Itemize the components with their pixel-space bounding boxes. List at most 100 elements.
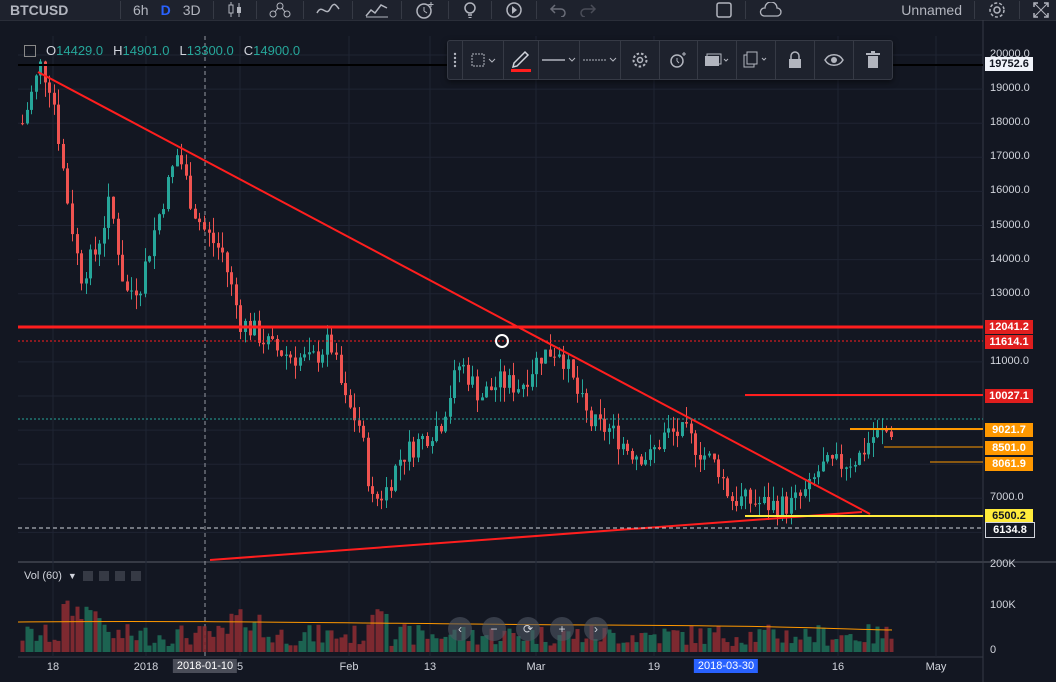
volume-bar — [621, 642, 626, 652]
volume-bar — [211, 636, 216, 652]
price-chart[interactable] — [0, 20, 1056, 682]
collapse-legend-icon[interactable] — [24, 44, 36, 57]
alert-icon[interactable] — [660, 41, 698, 79]
time-tick-label: 5 — [236, 661, 244, 673]
price-tick-label: 19000.0 — [990, 82, 1030, 95]
volume-bar — [511, 633, 516, 652]
uptrend-line — [209, 511, 863, 561]
time-tick-label: 18 — [46, 661, 60, 673]
candle-body — [581, 393, 584, 395]
volume-bar — [29, 628, 34, 652]
line-style-icon[interactable] — [539, 41, 579, 79]
template-icon[interactable] — [698, 41, 736, 79]
settings-gear-icon[interactable] — [981, 0, 1013, 20]
close-mini-icon[interactable] — [130, 571, 141, 581]
reset-icon[interactable]: ⟳ — [516, 617, 540, 641]
interval-3d[interactable]: 3D — [182, 2, 201, 18]
trash-icon[interactable] — [854, 41, 892, 79]
pencil-icon[interactable] — [504, 41, 538, 79]
candle-body — [512, 375, 515, 393]
toolbar-divider — [120, 1, 121, 19]
volume-bar — [825, 645, 830, 652]
price-tick-label: 18000.0 — [990, 116, 1030, 129]
chevron-left-icon[interactable]: ‹ — [448, 617, 472, 641]
candle-body — [198, 218, 201, 223]
volume-bar — [566, 631, 571, 652]
settings-mini-icon[interactable] — [98, 571, 109, 581]
layout-name[interactable]: Unnamed — [901, 2, 962, 18]
candle-body — [863, 452, 866, 455]
volume-bar — [666, 631, 671, 652]
eye-mini-icon[interactable] — [82, 571, 93, 581]
lock-icon[interactable] — [776, 41, 814, 79]
candle-body — [144, 261, 147, 294]
volume-bar — [793, 636, 798, 652]
candle-body — [781, 496, 784, 517]
candle-body — [690, 423, 693, 434]
zoom-out-icon[interactable]: − — [482, 617, 506, 641]
volume-bar — [493, 644, 498, 652]
volume-bar — [707, 628, 712, 652]
volume-bar — [584, 638, 589, 652]
chevron-down-icon[interactable]: ▼ — [67, 571, 77, 581]
volume-bar — [725, 642, 730, 652]
candle-body — [699, 454, 702, 460]
volume-bar — [730, 645, 735, 652]
volume-bar — [416, 625, 421, 652]
undo-icon[interactable] — [543, 0, 573, 20]
volume-bar — [712, 632, 717, 652]
chart-grid — [18, 20, 1056, 682]
interval-d[interactable]: D — [160, 2, 171, 18]
redo-icon[interactable] — [573, 0, 603, 20]
clone-icon[interactable] — [737, 41, 775, 79]
candle-body — [435, 425, 438, 442]
candle-body — [754, 503, 757, 505]
frame-icon[interactable] — [463, 41, 503, 79]
chevron-right-icon[interactable]: › — [584, 617, 608, 641]
volume-bar — [288, 645, 293, 652]
interval-6h[interactable]: 6h — [133, 2, 149, 18]
candle-body — [121, 254, 124, 282]
candle-body — [644, 459, 647, 465]
candle-body — [663, 432, 666, 450]
candles-icon[interactable] — [220, 0, 250, 20]
price-tick-label: 15000.0 — [990, 218, 1030, 231]
candle-body — [158, 214, 161, 231]
candle-body — [726, 478, 729, 497]
financials-icon[interactable] — [359, 0, 395, 20]
drag-handle-icon[interactable] — [448, 41, 462, 79]
volume-bar — [775, 638, 780, 652]
toolbar-divider — [535, 1, 537, 19]
ideas-lightbulb-icon[interactable] — [455, 0, 485, 20]
zoom-in-icon[interactable]: + — [550, 617, 574, 641]
volume-bar — [111, 638, 116, 652]
volume-bar — [853, 640, 858, 652]
indicators-icon[interactable] — [310, 0, 346, 20]
volume-bar — [243, 627, 248, 652]
alert-icon[interactable] — [408, 0, 442, 20]
fullscreen-square-icon[interactable] — [709, 0, 739, 20]
eye-icon[interactable] — [815, 41, 853, 79]
fullscreen-expand-icon[interactable] — [1026, 0, 1056, 20]
volume-bar — [593, 639, 598, 652]
candle-body — [849, 466, 852, 468]
symbol-search[interactable]: BTCUSD — [10, 2, 69, 18]
replay-icon[interactable] — [498, 0, 530, 20]
volume-bar — [443, 636, 448, 652]
candle-body — [649, 449, 652, 460]
candle-body — [21, 123, 24, 125]
candle-body — [594, 414, 597, 427]
volume-bar — [157, 635, 162, 652]
candle-body — [485, 386, 488, 398]
toolbar-divider — [400, 1, 402, 19]
compare-icon[interactable] — [263, 0, 297, 20]
gear-icon[interactable] — [621, 41, 659, 79]
volume-bar — [393, 639, 398, 652]
line-dash-icon[interactable] — [580, 41, 620, 79]
volume-bar — [216, 625, 221, 652]
more-mini-icon[interactable] — [114, 571, 125, 581]
cloud-icon[interactable] — [752, 0, 788, 20]
volume-bar — [307, 625, 312, 652]
candle-body — [421, 436, 424, 440]
candle-body — [572, 359, 575, 378]
